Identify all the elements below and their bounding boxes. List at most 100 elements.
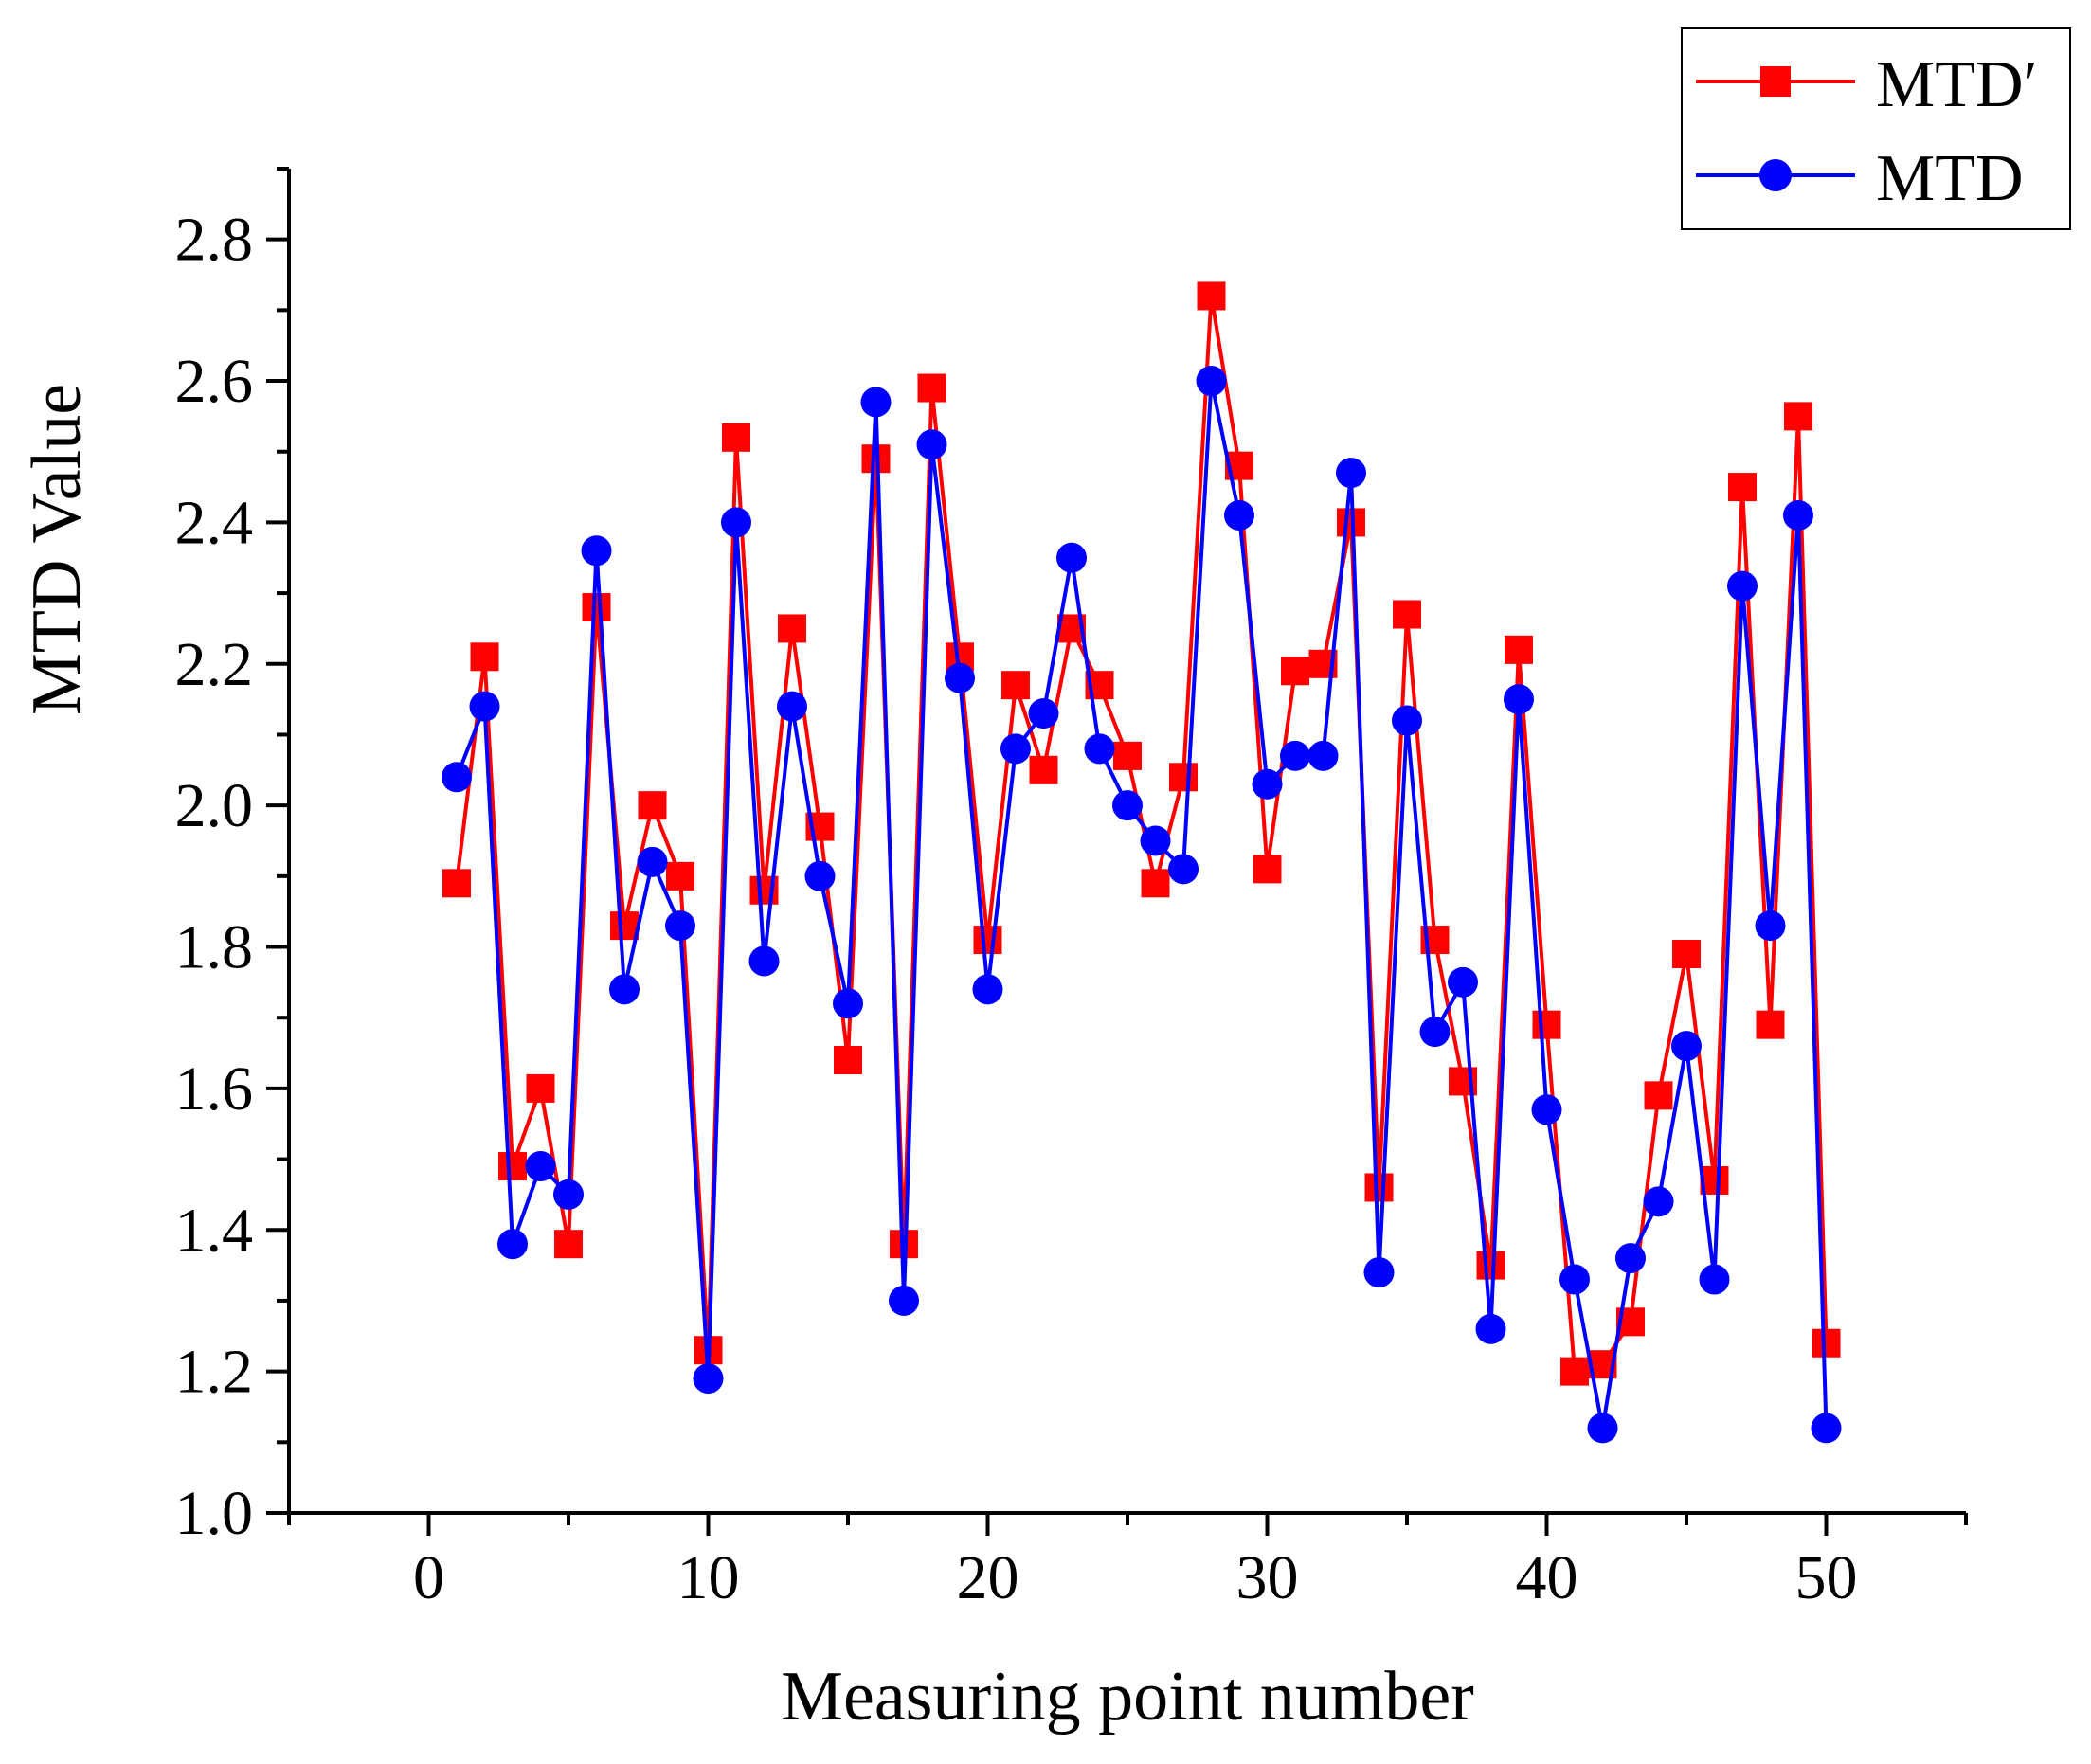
data-point bbox=[1392, 705, 1422, 736]
data-point bbox=[609, 974, 640, 1005]
data-point bbox=[1252, 768, 1283, 800]
data-point bbox=[581, 535, 612, 567]
data-point bbox=[442, 869, 471, 898]
data-point bbox=[554, 1230, 583, 1259]
data-point bbox=[1672, 939, 1701, 968]
data-point bbox=[1783, 499, 1813, 531]
data-point bbox=[1644, 1081, 1673, 1110]
data-point bbox=[1784, 402, 1812, 431]
y-tick-label: 1.8 bbox=[175, 913, 254, 982]
x-tick-label: 50 bbox=[1795, 1543, 1858, 1612]
data-point bbox=[1756, 1010, 1785, 1039]
x-tick-label: 40 bbox=[1516, 1543, 1578, 1612]
data-point bbox=[1699, 1264, 1730, 1295]
data-point bbox=[1755, 910, 1786, 942]
data-point bbox=[1140, 825, 1171, 856]
data-point bbox=[1504, 684, 1534, 715]
data-point bbox=[1587, 1413, 1618, 1444]
legend-marker-mtd bbox=[1759, 159, 1792, 191]
data-point bbox=[748, 945, 780, 977]
data-point bbox=[582, 593, 611, 622]
y-tick-label: 2.6 bbox=[175, 347, 254, 416]
data-point bbox=[972, 974, 1003, 1005]
data-point bbox=[834, 1046, 862, 1075]
data-point bbox=[777, 691, 807, 722]
y-tick-label: 2.8 bbox=[175, 206, 254, 275]
data-point bbox=[889, 1285, 919, 1316]
data-point bbox=[1253, 855, 1282, 884]
data-point bbox=[1728, 473, 1757, 502]
legend-label-mtd-prime: MTD′ bbox=[1876, 48, 2038, 121]
data-point bbox=[1281, 657, 1309, 686]
data-point bbox=[1560, 1357, 1589, 1386]
data-point bbox=[1363, 1257, 1395, 1288]
data-point bbox=[1141, 869, 1170, 898]
y-tick-label: 2.0 bbox=[175, 771, 254, 840]
data-point bbox=[778, 614, 806, 643]
data-point bbox=[1280, 740, 1310, 771]
y-tick-label: 2.2 bbox=[175, 630, 254, 699]
x-axis-title: Measuring point number bbox=[781, 1658, 1474, 1736]
data-point bbox=[1615, 1243, 1646, 1274]
x-tick-label: 20 bbox=[957, 1543, 1019, 1612]
data-point bbox=[1307, 740, 1339, 771]
series-line bbox=[455, 294, 1829, 1374]
legend-label-mtd: MTD bbox=[1876, 142, 2024, 215]
legend-marker-mtd-prime bbox=[1760, 66, 1791, 97]
data-point bbox=[1001, 671, 1030, 700]
data-point bbox=[1112, 790, 1143, 821]
data-point bbox=[1531, 1094, 1562, 1125]
data-point bbox=[1084, 733, 1115, 765]
x-tick-label: 30 bbox=[1236, 1543, 1299, 1612]
data-point bbox=[1029, 755, 1058, 784]
data-point bbox=[1364, 1173, 1394, 1202]
x-tick-label: 10 bbox=[677, 1543, 740, 1612]
y-tick-label: 1.4 bbox=[175, 1196, 254, 1265]
axes bbox=[287, 169, 1966, 1515]
data-point bbox=[470, 642, 499, 672]
data-point bbox=[1448, 966, 1478, 998]
y-tick-label: 1.6 bbox=[175, 1054, 254, 1124]
data-point bbox=[1224, 499, 1254, 531]
data-point bbox=[610, 911, 639, 941]
data-point bbox=[1169, 763, 1198, 792]
legend-box bbox=[1681, 27, 2071, 230]
data-point bbox=[973, 926, 1002, 955]
data-point bbox=[666, 861, 694, 891]
y-tick-label: 1.0 bbox=[175, 1479, 254, 1548]
data-point bbox=[1643, 1186, 1674, 1217]
data-point bbox=[525, 1151, 556, 1182]
data-point bbox=[637, 846, 668, 877]
data-point bbox=[1056, 542, 1087, 573]
data-point bbox=[1671, 1031, 1702, 1062]
data-point bbox=[1028, 698, 1059, 729]
series-mtd bbox=[442, 366, 1842, 1444]
data-point bbox=[1196, 366, 1227, 397]
data-point bbox=[916, 429, 947, 460]
y-axis-title: MTD Value bbox=[18, 384, 96, 715]
series-line bbox=[455, 379, 1829, 1431]
series-layer bbox=[442, 281, 1842, 1444]
data-point bbox=[917, 373, 946, 403]
data-point bbox=[553, 1179, 584, 1210]
data-point bbox=[945, 662, 975, 693]
data-point bbox=[1559, 1264, 1590, 1295]
data-point bbox=[526, 1073, 555, 1103]
data-point bbox=[498, 1152, 527, 1181]
data-point bbox=[1000, 733, 1031, 765]
y-tick-label: 1.2 bbox=[175, 1338, 254, 1407]
data-point bbox=[1393, 600, 1421, 629]
y-tick-label: 2.4 bbox=[175, 488, 254, 557]
series-mtd-prime bbox=[442, 281, 1841, 1386]
data-point bbox=[1336, 458, 1366, 489]
data-point bbox=[665, 910, 695, 942]
data-point bbox=[1532, 1010, 1561, 1039]
y-ticks: 1.0 1.2 1.4 1.6 1.8 2.0 2.2 2.4 2.6 2.8 bbox=[175, 167, 289, 1548]
x-tick-label: 0 bbox=[413, 1543, 444, 1612]
data-point bbox=[1505, 635, 1533, 664]
x-ticks: 0 10 20 30 40 50 bbox=[287, 1513, 1968, 1612]
data-point bbox=[860, 387, 892, 418]
data-point bbox=[722, 423, 750, 452]
data-point bbox=[1419, 1017, 1451, 1048]
